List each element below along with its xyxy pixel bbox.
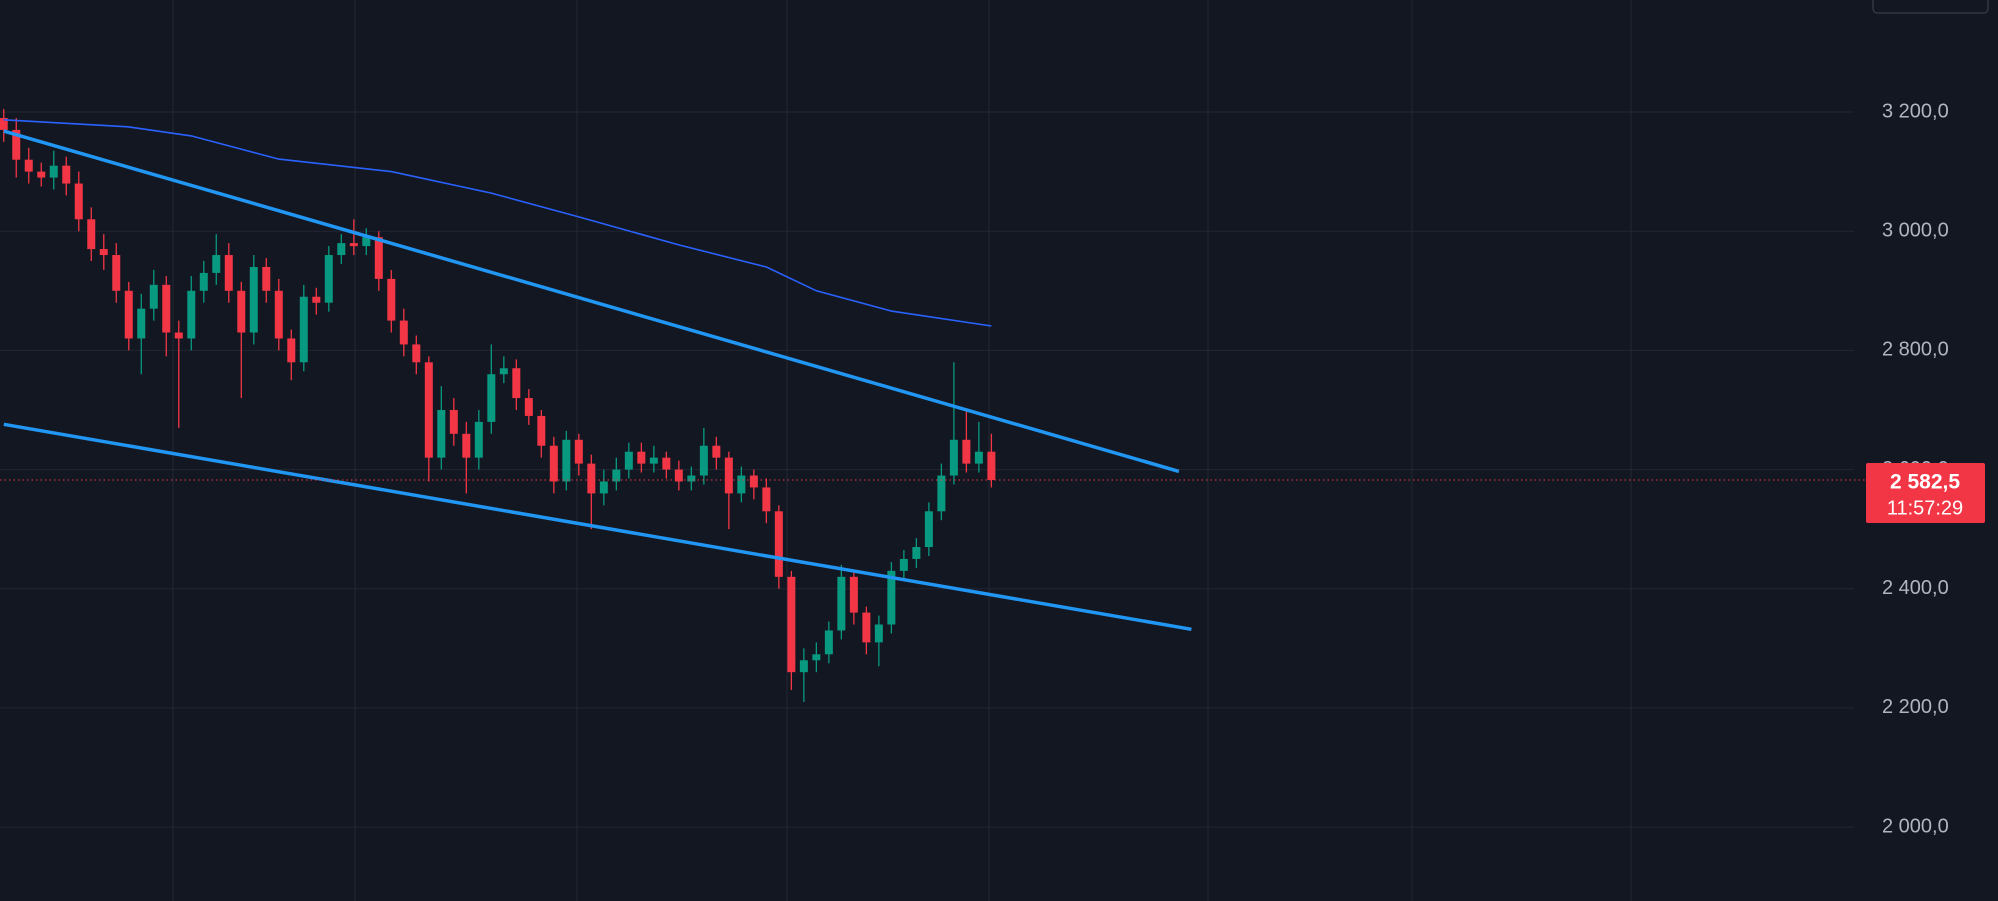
candle-body [349,243,358,247]
candle-body [774,511,783,577]
y-tick-label: 2 200,0 [1882,696,1949,718]
candle-body [249,266,258,333]
candle-body [512,368,521,399]
candle-body [762,487,771,512]
candle-body [337,243,346,256]
candle-body [374,237,383,279]
candle-body [149,284,158,309]
candle-body [949,439,958,476]
candle-body [412,344,421,363]
candle-body [162,284,171,333]
y-tick-label: 2 800,0 [1882,339,1949,361]
candle-body [124,290,133,339]
candle-body [637,451,646,464]
candle-body [424,362,433,458]
candle-body [87,219,96,250]
candle-body [0,117,8,130]
trend-line [3,129,1180,474]
candle-body [99,249,108,256]
candle-body [674,469,683,482]
candle-body [312,296,321,303]
candle-body [649,457,658,464]
candle-body [24,159,33,172]
candle-body [237,290,246,333]
candle-body [737,475,746,494]
candle-body [387,278,396,321]
candle-body [724,457,733,494]
trend-line [3,422,1192,632]
candle-body [974,451,983,464]
candle-body [837,576,846,631]
candle-body [12,129,21,160]
candle-body [437,409,446,458]
candle-body [212,255,221,273]
candle-body [624,451,633,470]
candle-body [499,368,508,375]
candle-body [49,165,58,178]
candle-body [862,612,871,643]
candle-body [37,171,46,178]
candle-body [612,469,621,482]
candle-body [874,624,883,643]
candle-body [699,445,708,476]
y-tick-label: 3 200,0 [1882,100,1949,122]
candle-body [712,445,721,458]
candle-body [799,660,808,673]
candle-body [474,421,483,458]
candle-body [987,451,996,480]
candle-body [912,547,921,559]
candle-body [899,558,908,571]
countdown-label: 11:57:29 [1887,497,1963,519]
candle-body [824,630,833,655]
last-price-box [1866,462,1985,523]
candle-body [449,409,458,434]
candle-body [937,475,946,512]
candle-body [174,332,183,339]
candle-body [574,439,583,464]
candle-body [537,415,546,446]
candle-body [137,308,146,339]
candle-body [287,338,296,363]
candle-body [599,481,608,494]
candle-body [849,576,858,613]
candle-body [887,570,896,625]
candle-body [524,398,533,416]
candle-body [362,237,371,247]
candle-body [749,475,758,488]
candle-body [687,475,696,482]
candle-body [199,272,208,291]
candle-body [299,296,308,363]
y-tick-label: 3 000,0 [1882,219,1949,241]
candle-body [262,266,271,291]
toolbar-button[interactable] [1872,0,1989,14]
candle-body [112,255,121,291]
candle-body [74,183,83,220]
candle-body [962,439,971,464]
candle-body [662,457,671,470]
moving-average [3,119,992,327]
candle-body [462,433,471,458]
candle-body [787,576,796,673]
candle-body [562,439,571,482]
candle-body [187,290,196,339]
candle-body [62,165,71,184]
candle-body [324,255,333,303]
candle-body [274,290,283,339]
y-tick-label: 2 000,0 [1882,815,1949,837]
candle-body [924,511,933,548]
candle-body [587,463,596,494]
y-tick-label: 2 400,0 [1882,577,1949,599]
candle-body [487,374,496,422]
candle-body [549,445,558,482]
candle-body [399,320,408,345]
candle-body [812,654,821,661]
last-price-label: 2 582,5 [1890,471,1960,494]
candle-body [224,255,233,291]
